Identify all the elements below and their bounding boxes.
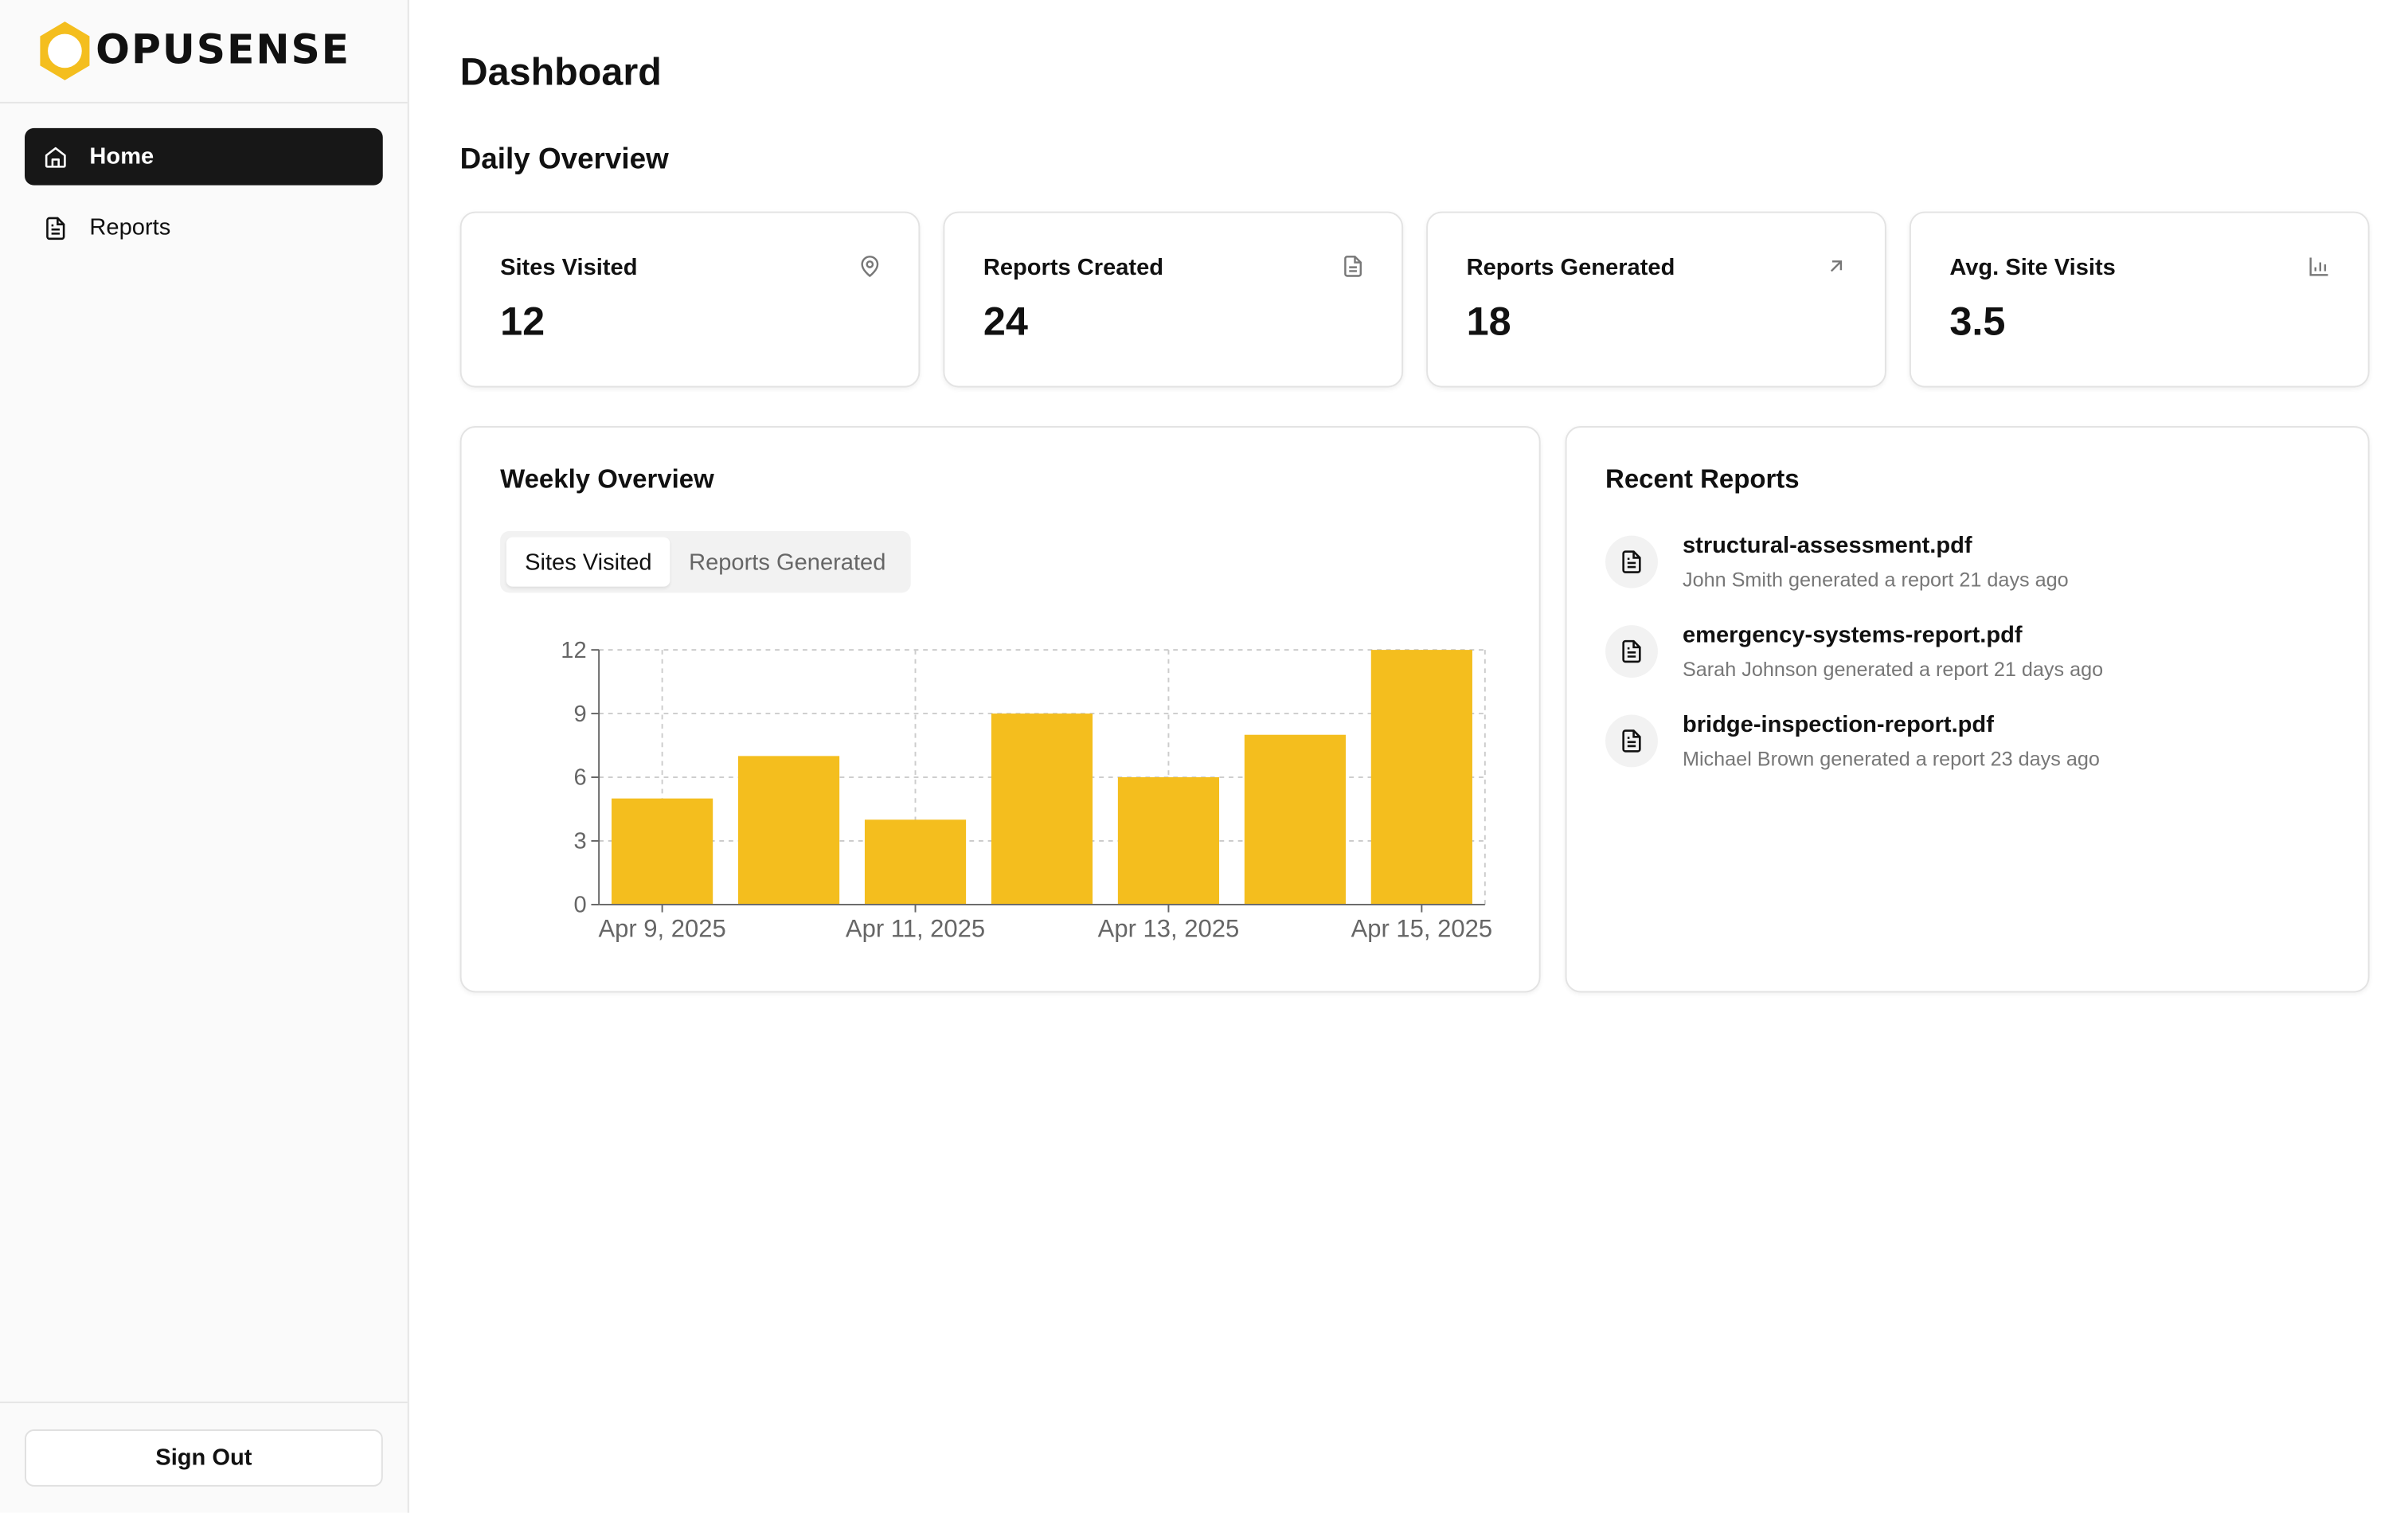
- x-tick-label: Apr 11, 2025: [846, 915, 985, 943]
- divider: [0, 101, 408, 104]
- sidebar-item-home[interactable]: Home: [25, 127, 383, 186]
- sign-out-button[interactable]: Sign Out: [25, 1429, 383, 1487]
- home-icon: [45, 146, 66, 167]
- bar: [1117, 777, 1220, 905]
- chart-tabs: Sites Visited Reports Generated: [500, 530, 911, 593]
- stat-label: Reports Created: [983, 254, 1164, 281]
- stat-value: 3.5: [1949, 298, 2006, 345]
- sidebar-item-reports[interactable]: Reports: [25, 199, 383, 256]
- divider: [0, 1402, 408, 1404]
- arrow-up-right-icon: [1830, 260, 1843, 272]
- report-description: Sarah Johnson generated a report 21 days…: [1682, 657, 2104, 681]
- stat-value: 12: [500, 298, 545, 345]
- brand-name: OPUSENSE: [96, 27, 351, 75]
- card-title: Weekly Overview: [500, 464, 714, 495]
- sidebar-item-label: Home: [89, 143, 154, 170]
- sidebar: OPUSENSE Home Reports Sign Out: [0, 0, 409, 1513]
- stat-value: 24: [983, 298, 1028, 345]
- bar: [1244, 734, 1346, 905]
- report-name[interactable]: emergency-systems-report.pdf: [1682, 622, 2023, 649]
- bar: [612, 798, 713, 905]
- bar: [864, 819, 967, 905]
- recent-report-item[interactable]: emergency-systems-report.pdf Sarah Johnso…: [1605, 622, 2103, 681]
- x-tick-label: Apr 9, 2025: [598, 915, 725, 943]
- section-title: Daily Overview: [459, 143, 669, 176]
- logo[interactable]: OPUSENSE: [37, 18, 351, 83]
- hexagon-logo-icon: [40, 22, 90, 80]
- stat-label: Sites Visited: [500, 254, 638, 281]
- stat-card-reports-created: Reports Created 24: [943, 211, 1404, 388]
- file-icon: [1344, 256, 1362, 277]
- file-icon: [1605, 625, 1658, 678]
- recent-reports-card: Recent Reports structural-assessment.pdf…: [1565, 426, 2370, 993]
- stat-card-sites-visited: Sites Visited 12: [459, 211, 921, 388]
- file-icon: [1605, 535, 1658, 588]
- file-icon: [1605, 714, 1658, 768]
- report-description: John Smith generated a report 21 days ag…: [1682, 568, 2069, 592]
- map-pin-icon: [861, 256, 879, 278]
- y-tick-label: 0: [573, 893, 586, 918]
- bar-chart-icon: [2309, 257, 2328, 276]
- stat-card-reports-generated: Reports Generated 18: [1426, 211, 1886, 388]
- sidebar-item-label: Reports: [89, 214, 171, 241]
- stat-label: Reports Generated: [1466, 254, 1675, 281]
- report-description: Michael Brown generated a report 23 days…: [1682, 747, 2100, 771]
- weekly-overview-card: Weekly Overview Sites Visited Reports Ge…: [459, 426, 1541, 993]
- x-tick-label: Apr 13, 2025: [1098, 915, 1240, 943]
- card-title: Recent Reports: [1605, 464, 1800, 495]
- bar: [737, 756, 840, 905]
- tab-sites-visited[interactable]: Sites Visited: [506, 537, 670, 587]
- y-tick-label: 3: [573, 829, 586, 854]
- bar: [1370, 650, 1472, 905]
- report-name[interactable]: structural-assessment.pdf: [1682, 532, 1972, 559]
- file-icon: [46, 216, 65, 240]
- recent-report-item[interactable]: structural-assessment.pdf John Smith gene…: [1605, 532, 2069, 592]
- bar-chart: 0 3 6 9 12 Apr 9, 2025 Apr 11, 2025 Apr 13, 202…: [561, 638, 1493, 943]
- stat-card-avg-site-visits: Avg. Site Visits 3.5: [1909, 211, 2370, 388]
- y-tick-label: 12: [561, 638, 586, 663]
- x-tick-label: Apr 15, 2025: [1351, 915, 1493, 943]
- stat-value: 18: [1466, 298, 1511, 345]
- y-tick-label: 6: [573, 765, 586, 791]
- tab-reports-generated[interactable]: Reports Generated: [689, 549, 886, 576]
- page-title: Dashboard: [459, 50, 662, 95]
- stat-label: Avg. Site Visits: [1949, 254, 2116, 281]
- report-name[interactable]: bridge-inspection-report.pdf: [1682, 711, 1994, 738]
- y-tick-label: 9: [573, 702, 586, 727]
- bar: [991, 713, 1093, 905]
- recent-report-item[interactable]: bridge-inspection-report.pdf Michael Brow…: [1605, 711, 2100, 771]
